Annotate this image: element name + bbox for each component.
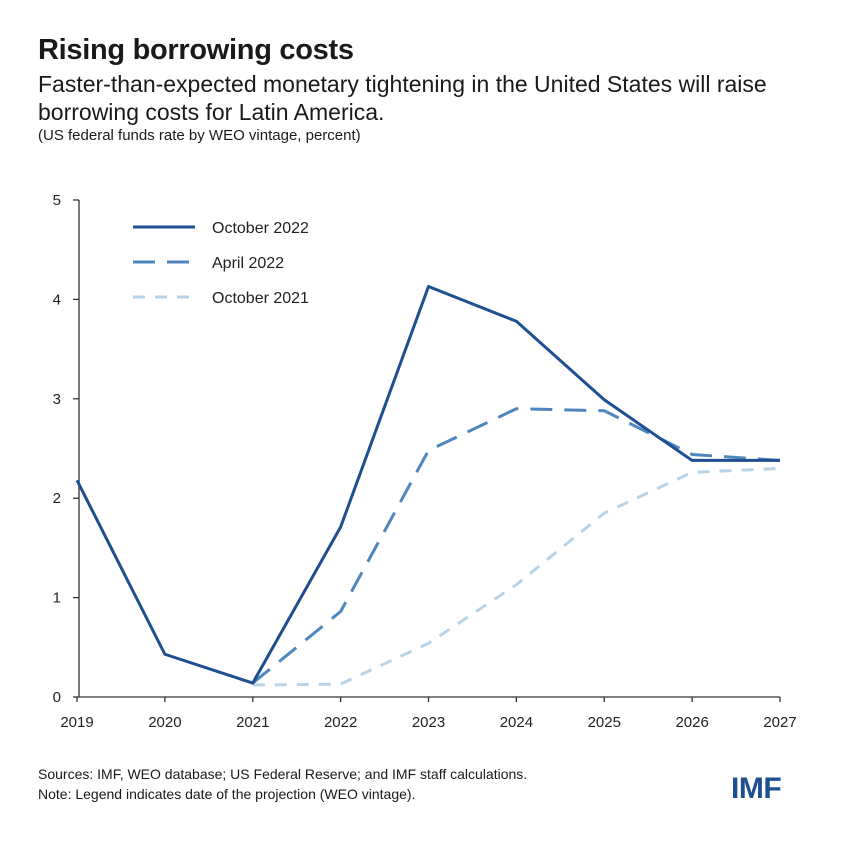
y-tick-label: 3 [53, 391, 61, 408]
series-line-april-2022 [251, 407, 781, 685]
footnotes: Sources: IMF, WEO database; US Federal R… [38, 764, 527, 804]
y-tick-label: 1 [53, 590, 61, 607]
sources-note: Sources: IMF, WEO database; US Federal R… [38, 766, 528, 782]
y-tick-label: 0 [53, 689, 61, 706]
legend-note: Note: Legend indicates date of the proje… [38, 786, 416, 802]
x-tick-label: 2019 [60, 714, 93, 731]
x-tick-label: 2022 [324, 714, 357, 731]
series-line-october-2021 [252, 466, 781, 687]
legend-label: October 2021 [212, 290, 309, 307]
unit-note: (US federal funds rate by WEO vintage, p… [38, 127, 361, 144]
imf-logo: IMF [731, 772, 782, 805]
chart-subtitle: Faster-than-expected monetary tightening… [38, 71, 767, 125]
y-tick-label: 5 [53, 192, 61, 209]
legend-label: October 2022 [212, 220, 309, 237]
y-tick-label: 4 [53, 291, 61, 308]
x-tick-label: 2024 [500, 714, 533, 731]
y-tick-label: 2 [53, 490, 61, 507]
chart-title: Rising borrowing costs [38, 34, 354, 66]
series-line-october-2022 [75, 284, 780, 685]
legend-label: April 2022 [212, 255, 284, 272]
x-tick-label: 2026 [675, 714, 708, 731]
x-tick-label: 2025 [588, 714, 621, 731]
x-tick-label: 2020 [148, 714, 181, 731]
x-tick-label: 2023 [412, 714, 445, 731]
x-tick-label: 2027 [763, 714, 796, 731]
x-tick-label: 2021 [236, 714, 269, 731]
